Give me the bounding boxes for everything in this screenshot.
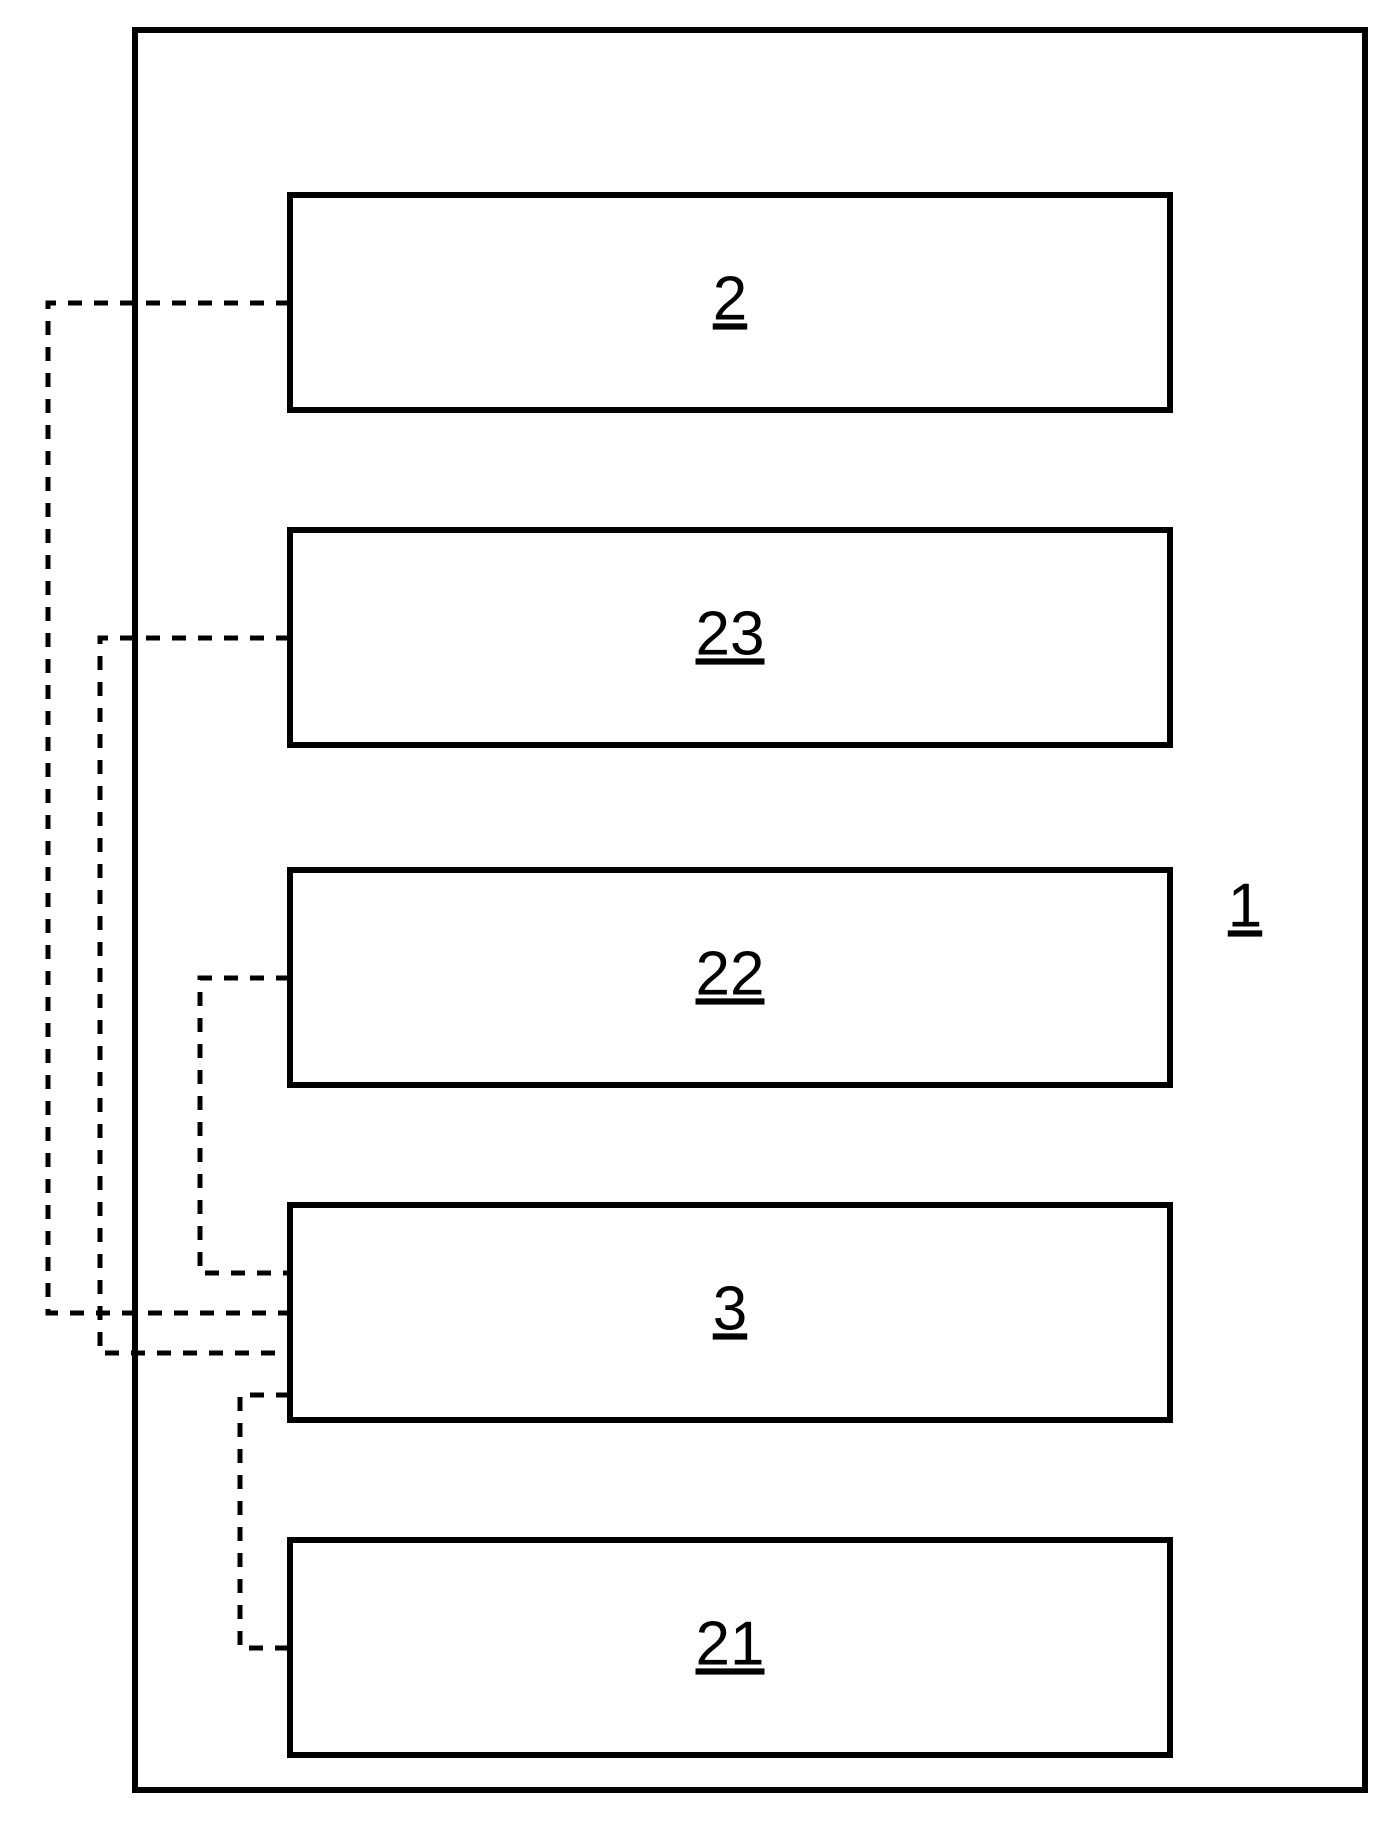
- connectors-group: [48, 303, 290, 1648]
- connector-c-3-to-21: [240, 1395, 290, 1648]
- block-label-23: 23: [696, 599, 765, 668]
- connector-c-22-to-3: [200, 978, 290, 1273]
- block-diagram: 1 22322321: [0, 0, 1387, 1823]
- block-label-3: 3: [713, 1274, 747, 1343]
- outer-container-label: 1: [1228, 871, 1262, 940]
- block-22: 22: [290, 870, 1170, 1085]
- connector-c-23-to-3: [100, 638, 290, 1353]
- block-21: 21: [290, 1540, 1170, 1755]
- block-label-21: 21: [696, 1609, 765, 1678]
- block-2: 2: [290, 195, 1170, 410]
- block-23: 23: [290, 530, 1170, 745]
- boxes-group: 22322321: [290, 195, 1170, 1755]
- block-label-2: 2: [713, 264, 747, 333]
- block-3: 3: [290, 1205, 1170, 1420]
- connector-c-2-to-3: [48, 303, 290, 1313]
- block-label-22: 22: [696, 939, 765, 1008]
